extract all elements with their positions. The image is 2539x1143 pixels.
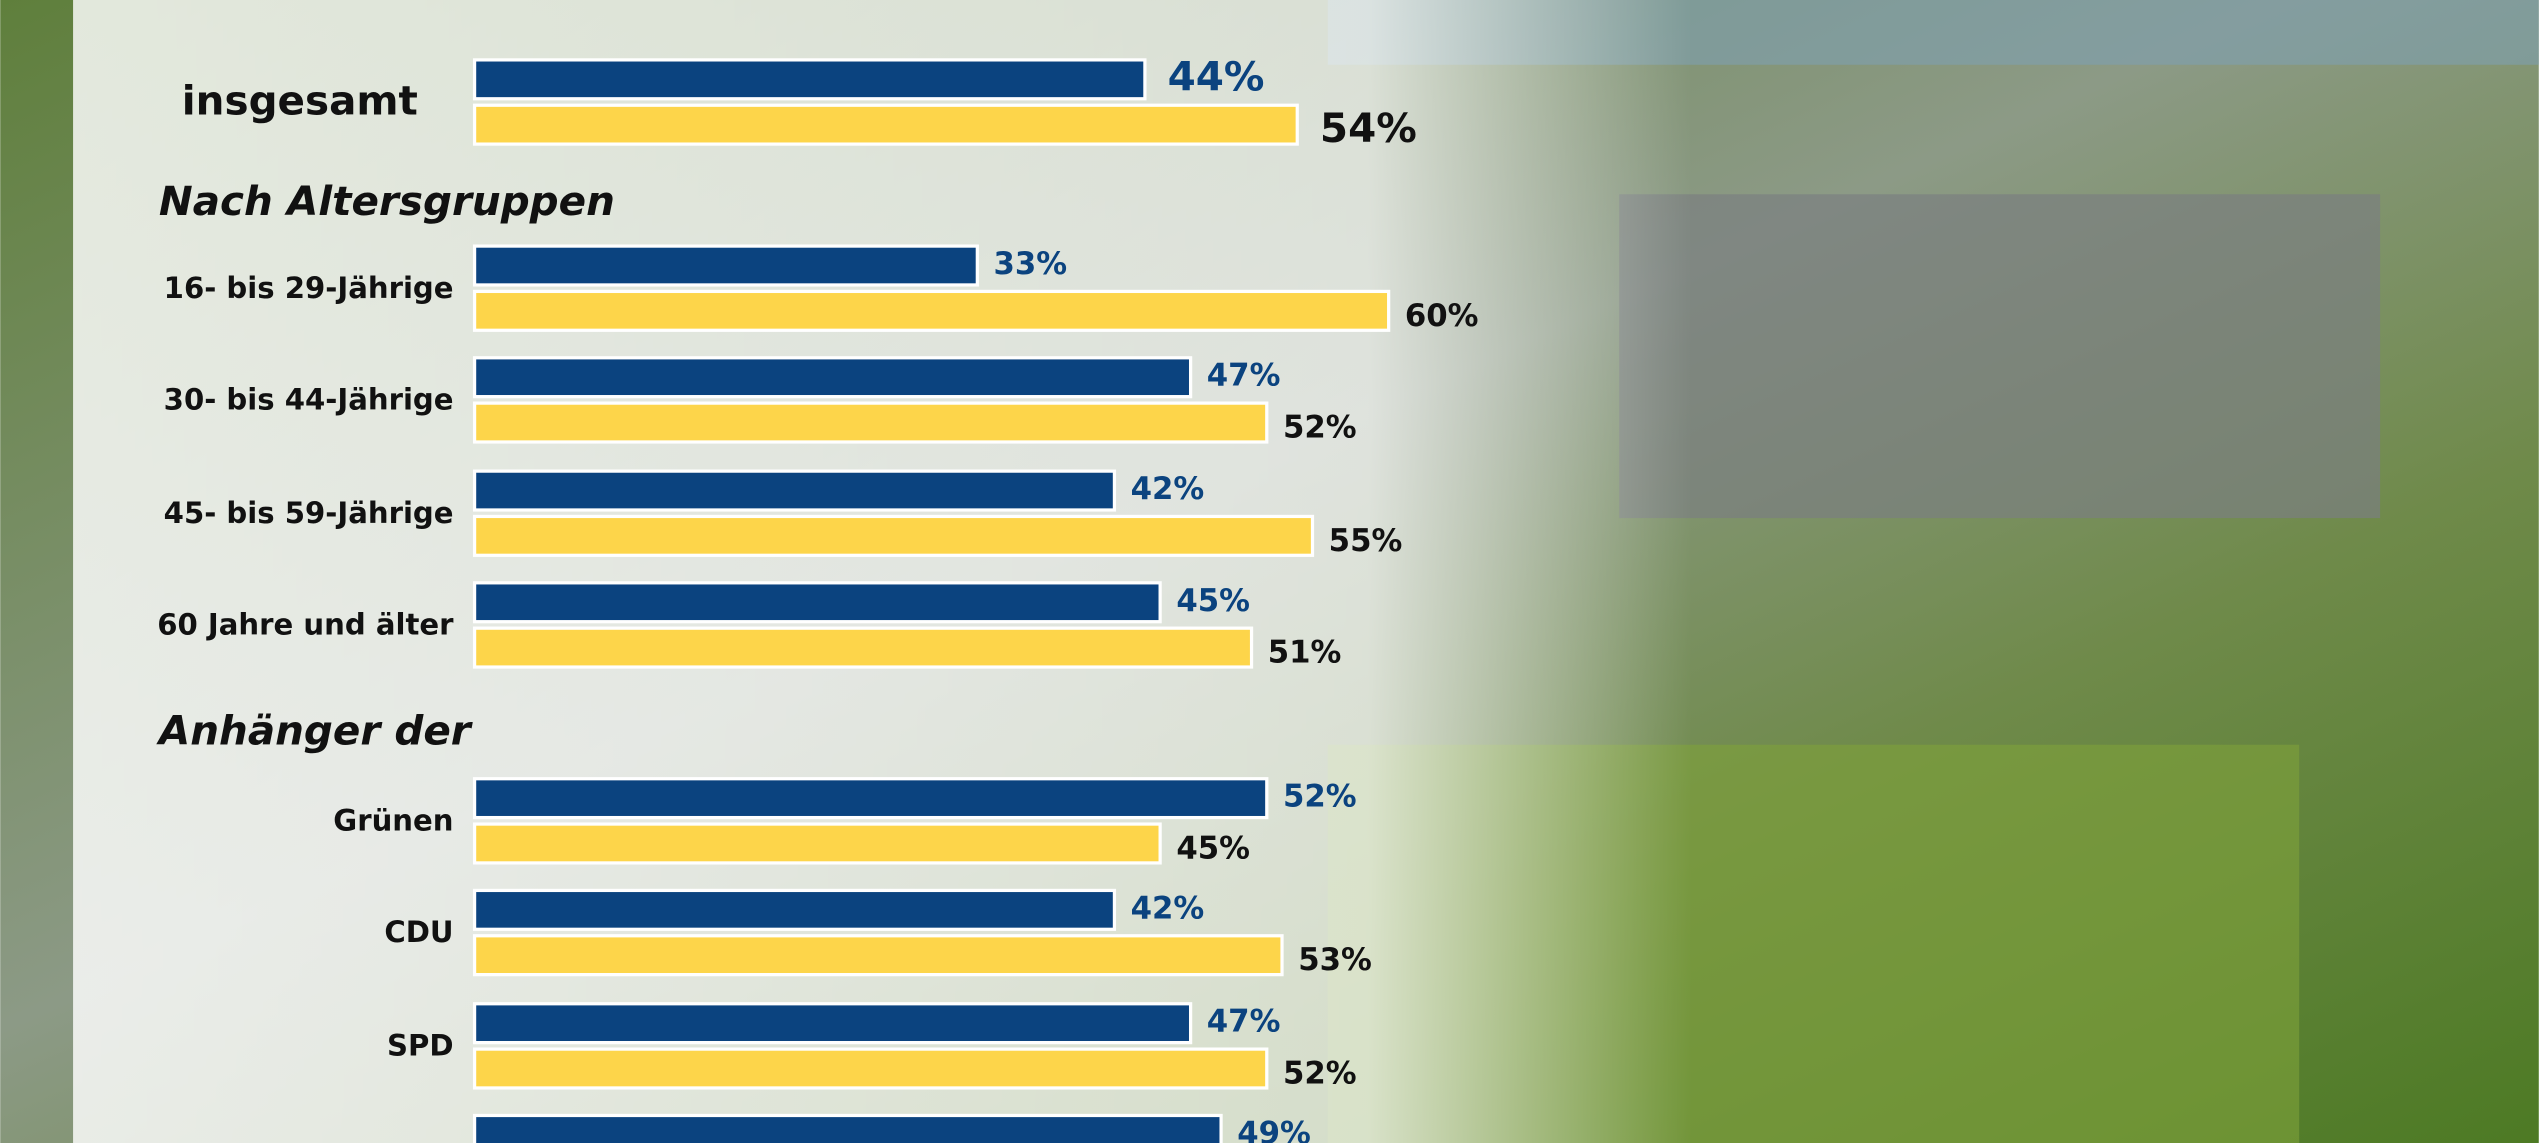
value-label: 60% [1405, 298, 1479, 334]
bar [472, 58, 1147, 101]
value-label: 44% [1168, 52, 1265, 100]
bar [472, 1113, 1223, 1143]
bar [472, 888, 1117, 931]
value-label: 55% [1329, 523, 1403, 559]
bar [472, 469, 1117, 512]
bar [472, 401, 1269, 444]
category-label: 60 Jahre und älter [157, 608, 454, 642]
bar [472, 934, 1284, 977]
value-label: 47% [1207, 1004, 1281, 1040]
bar [472, 1002, 1193, 1045]
category-label: SPD [387, 1028, 453, 1062]
bar [472, 581, 1162, 624]
category-label: CDU [384, 915, 453, 949]
value-label: 42% [1131, 890, 1205, 926]
bar [472, 103, 1299, 146]
value-label: 52% [1283, 1056, 1357, 1092]
bar [472, 626, 1254, 669]
section-title: Nach Altersgruppen [159, 177, 615, 225]
category-label: 30- bis 44-Jährige [164, 383, 454, 417]
bar [472, 356, 1193, 399]
category-label: insgesamt [182, 77, 418, 125]
value-label: 33% [994, 246, 1068, 282]
section-title: Anhänger der [156, 706, 474, 754]
category-label: FDP [388, 1140, 453, 1143]
value-label: 52% [1283, 779, 1357, 815]
building [1619, 194, 2381, 519]
value-label: 51% [1268, 635, 1342, 671]
plot: Nach Altersgruppen Anhänger der insgesamt 4… [156, 52, 1479, 1143]
value-label: 49% [1237, 1115, 1311, 1143]
value-label: 45% [1176, 583, 1250, 619]
category-label: 16- bis 29-Jährige [164, 271, 454, 305]
bar [472, 514, 1315, 557]
bar [472, 1047, 1269, 1090]
bar [472, 822, 1162, 865]
category-label: Grünen [333, 803, 453, 837]
value-label: 45% [1176, 830, 1250, 866]
category-label: 45- bis 59-Jährige [164, 496, 454, 530]
value-label: 47% [1207, 358, 1281, 394]
bar [472, 777, 1269, 820]
value-label: 54% [1320, 104, 1417, 152]
value-label: 42% [1131, 471, 1205, 507]
value-label: 52% [1283, 410, 1357, 446]
bar [472, 289, 1391, 332]
bar [472, 244, 979, 287]
value-label: 53% [1298, 942, 1372, 978]
